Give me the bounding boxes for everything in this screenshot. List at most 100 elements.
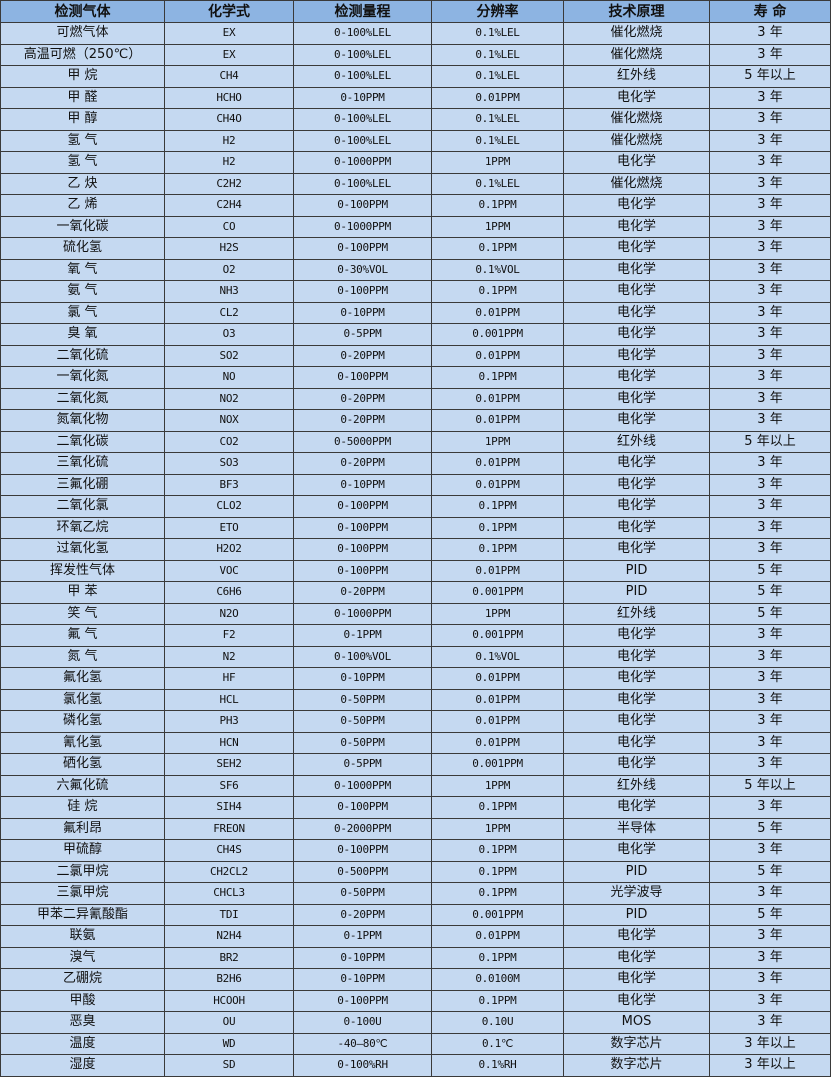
table-row: 溴气 BR2 0-10PPM 0.1PPM 电化学 3 年 <box>0 946 831 969</box>
cell-range: 0-20PPM <box>293 452 432 475</box>
cell-formula: CH4O <box>164 108 294 131</box>
cell-formula: NO <box>164 366 294 389</box>
cell-range: 0-100PPM <box>293 839 432 862</box>
cell-lifespan: 3 年 <box>709 237 831 260</box>
cell-lifespan: 3 年 <box>709 452 831 475</box>
cell-principle: 电化学 <box>563 989 710 1012</box>
cell-lifespan: 3 年 <box>709 925 831 948</box>
cell-resolution: 0.1PPM <box>431 538 564 561</box>
cell-resolution: 0.01PPM <box>431 452 564 475</box>
cell-principle: 电化学 <box>563 258 710 281</box>
cell-formula: NH3 <box>164 280 294 303</box>
cell-range: 0-20PPM <box>293 344 432 367</box>
cell-formula: O3 <box>164 323 294 346</box>
cell-lifespan: 3 年 <box>709 538 831 561</box>
cell-resolution: 0.1%LEL <box>431 108 564 131</box>
cell-formula: PH3 <box>164 710 294 733</box>
cell-principle: 电化学 <box>563 151 710 174</box>
cell-lifespan: 5 年 <box>709 817 831 840</box>
cell-lifespan: 3 年 <box>709 22 831 45</box>
cell-principle: PID <box>563 903 710 926</box>
table-row: 环氧乙烷 ETO 0-100PPM 0.1PPM 电化学 3 年 <box>0 516 831 539</box>
cell-principle: 电化学 <box>563 344 710 367</box>
cell-range: 0-5PPM <box>293 753 432 776</box>
table-row: 氨 气 NH3 0-100PPM 0.1PPM 电化学 3 年 <box>0 280 831 303</box>
cell-resolution: 0.1%LEL <box>431 65 564 88</box>
cell-gas: 过氧化氢 <box>0 538 165 561</box>
cell-range: 0-500PPM <box>293 860 432 883</box>
cell-gas: 湿度 <box>0 1054 165 1077</box>
cell-formula: CH4 <box>164 65 294 88</box>
cell-principle: 电化学 <box>563 409 710 432</box>
cell-formula: VOC <box>164 559 294 582</box>
table-row: 氟利昂 FREON 0-2000PPM 1PPM 半导体 5 年 <box>0 817 831 840</box>
table-row: 联氨 N2H4 0-1PPM 0.01PPM 电化学 3 年 <box>0 925 831 948</box>
cell-gas: 二氧化氯 <box>0 495 165 518</box>
cell-formula: CL2 <box>164 301 294 324</box>
cell-principle: MOS <box>563 1011 710 1034</box>
cell-principle: 数字芯片 <box>563 1032 710 1055</box>
cell-lifespan: 5 年以上 <box>709 774 831 797</box>
cell-resolution: 0.1%VOL <box>431 645 564 668</box>
cell-resolution: 0.1PPM <box>431 516 564 539</box>
cell-principle: 电化学 <box>563 925 710 948</box>
cell-formula: H2O2 <box>164 538 294 561</box>
cell-gas: 氢 气 <box>0 151 165 174</box>
cell-range: 0-10PPM <box>293 946 432 969</box>
cell-gas: 甲酸 <box>0 989 165 1012</box>
table-row: 甲酸 HCOOH 0-100PPM 0.1PPM 电化学 3 年 <box>0 989 831 1012</box>
cell-principle: 电化学 <box>563 366 710 389</box>
cell-lifespan: 3 年 <box>709 839 831 862</box>
cell-formula: EX <box>164 22 294 45</box>
cell-principle: PID <box>563 581 710 604</box>
cell-lifespan: 3 年 <box>709 688 831 711</box>
cell-principle: 电化学 <box>563 946 710 969</box>
cell-range: 0-100PPM <box>293 559 432 582</box>
cell-lifespan: 3 年 <box>709 516 831 539</box>
cell-resolution: 0.1%VOL <box>431 258 564 281</box>
cell-gas: 氮 气 <box>0 645 165 668</box>
cell-resolution: 0.001PPM <box>431 624 564 647</box>
cell-range: 0-100U <box>293 1011 432 1034</box>
cell-resolution: 0.01PPM <box>431 344 564 367</box>
table-row: 三氟化硼 BF3 0-10PPM 0.01PPM 电化学 3 年 <box>0 473 831 496</box>
cell-resolution: 0.1PPM <box>431 495 564 518</box>
cell-range: 0-100%VOL <box>293 645 432 668</box>
cell-principle: 红外线 <box>563 430 710 453</box>
table-row: 甲 醛 HCHO 0-10PPM 0.01PPM 电化学 3 年 <box>0 86 831 109</box>
cell-formula: OU <box>164 1011 294 1034</box>
cell-range: 0-100%LEL <box>293 22 432 45</box>
header-gas: 检测气体 <box>0 0 165 23</box>
cell-gas: 氮氧化物 <box>0 409 165 432</box>
table-row: 甲 苯 C6H6 0-20PPM 0.001PPM PID 5 年 <box>0 581 831 604</box>
header-lifespan: 寿 命 <box>709 0 831 23</box>
cell-gas: 三氯甲烷 <box>0 882 165 905</box>
cell-formula: CLO2 <box>164 495 294 518</box>
cell-range: 0-1000PPM <box>293 215 432 238</box>
cell-gas: 甲硫醇 <box>0 839 165 862</box>
cell-gas: 磷化氢 <box>0 710 165 733</box>
cell-lifespan: 3 年 <box>709 129 831 152</box>
cell-lifespan: 3 年 <box>709 280 831 303</box>
cell-lifespan: 5 年 <box>709 602 831 625</box>
header-formula: 化学式 <box>164 0 294 23</box>
table-row: 一氧化氮 NO 0-100PPM 0.1PPM 电化学 3 年 <box>0 366 831 389</box>
cell-resolution: 1PPM <box>431 774 564 797</box>
cell-formula: HF <box>164 667 294 690</box>
cell-principle: 催化燃烧 <box>563 22 710 45</box>
cell-principle: 催化燃烧 <box>563 172 710 195</box>
cell-formula: N2 <box>164 645 294 668</box>
table-row: 三氯甲烷 CHCL3 0-50PPM 0.1PPM 光学波导 3 年 <box>0 882 831 905</box>
cell-formula: CH2CL2 <box>164 860 294 883</box>
table-row: 一氧化碳 CO 0-1000PPM 1PPM 电化学 3 年 <box>0 215 831 238</box>
table-row: 挥发性气体 VOC 0-100PPM 0.01PPM PID 5 年 <box>0 559 831 582</box>
table-row: 氰化氢 HCN 0-50PPM 0.01PPM 电化学 3 年 <box>0 731 831 754</box>
cell-resolution: 0.1%RH <box>431 1054 564 1077</box>
cell-lifespan: 3 年 <box>709 968 831 991</box>
table-row: 甲硫醇 CH4S 0-100PPM 0.1PPM 电化学 3 年 <box>0 839 831 862</box>
cell-resolution: 0.1PPM <box>431 882 564 905</box>
header-row: 检测气体 化学式 检测量程 分辨率 技术原理 寿 命 <box>0 0 831 23</box>
cell-formula: CH4S <box>164 839 294 862</box>
cell-resolution: 0.01PPM <box>431 925 564 948</box>
cell-gas: 氟利昂 <box>0 817 165 840</box>
